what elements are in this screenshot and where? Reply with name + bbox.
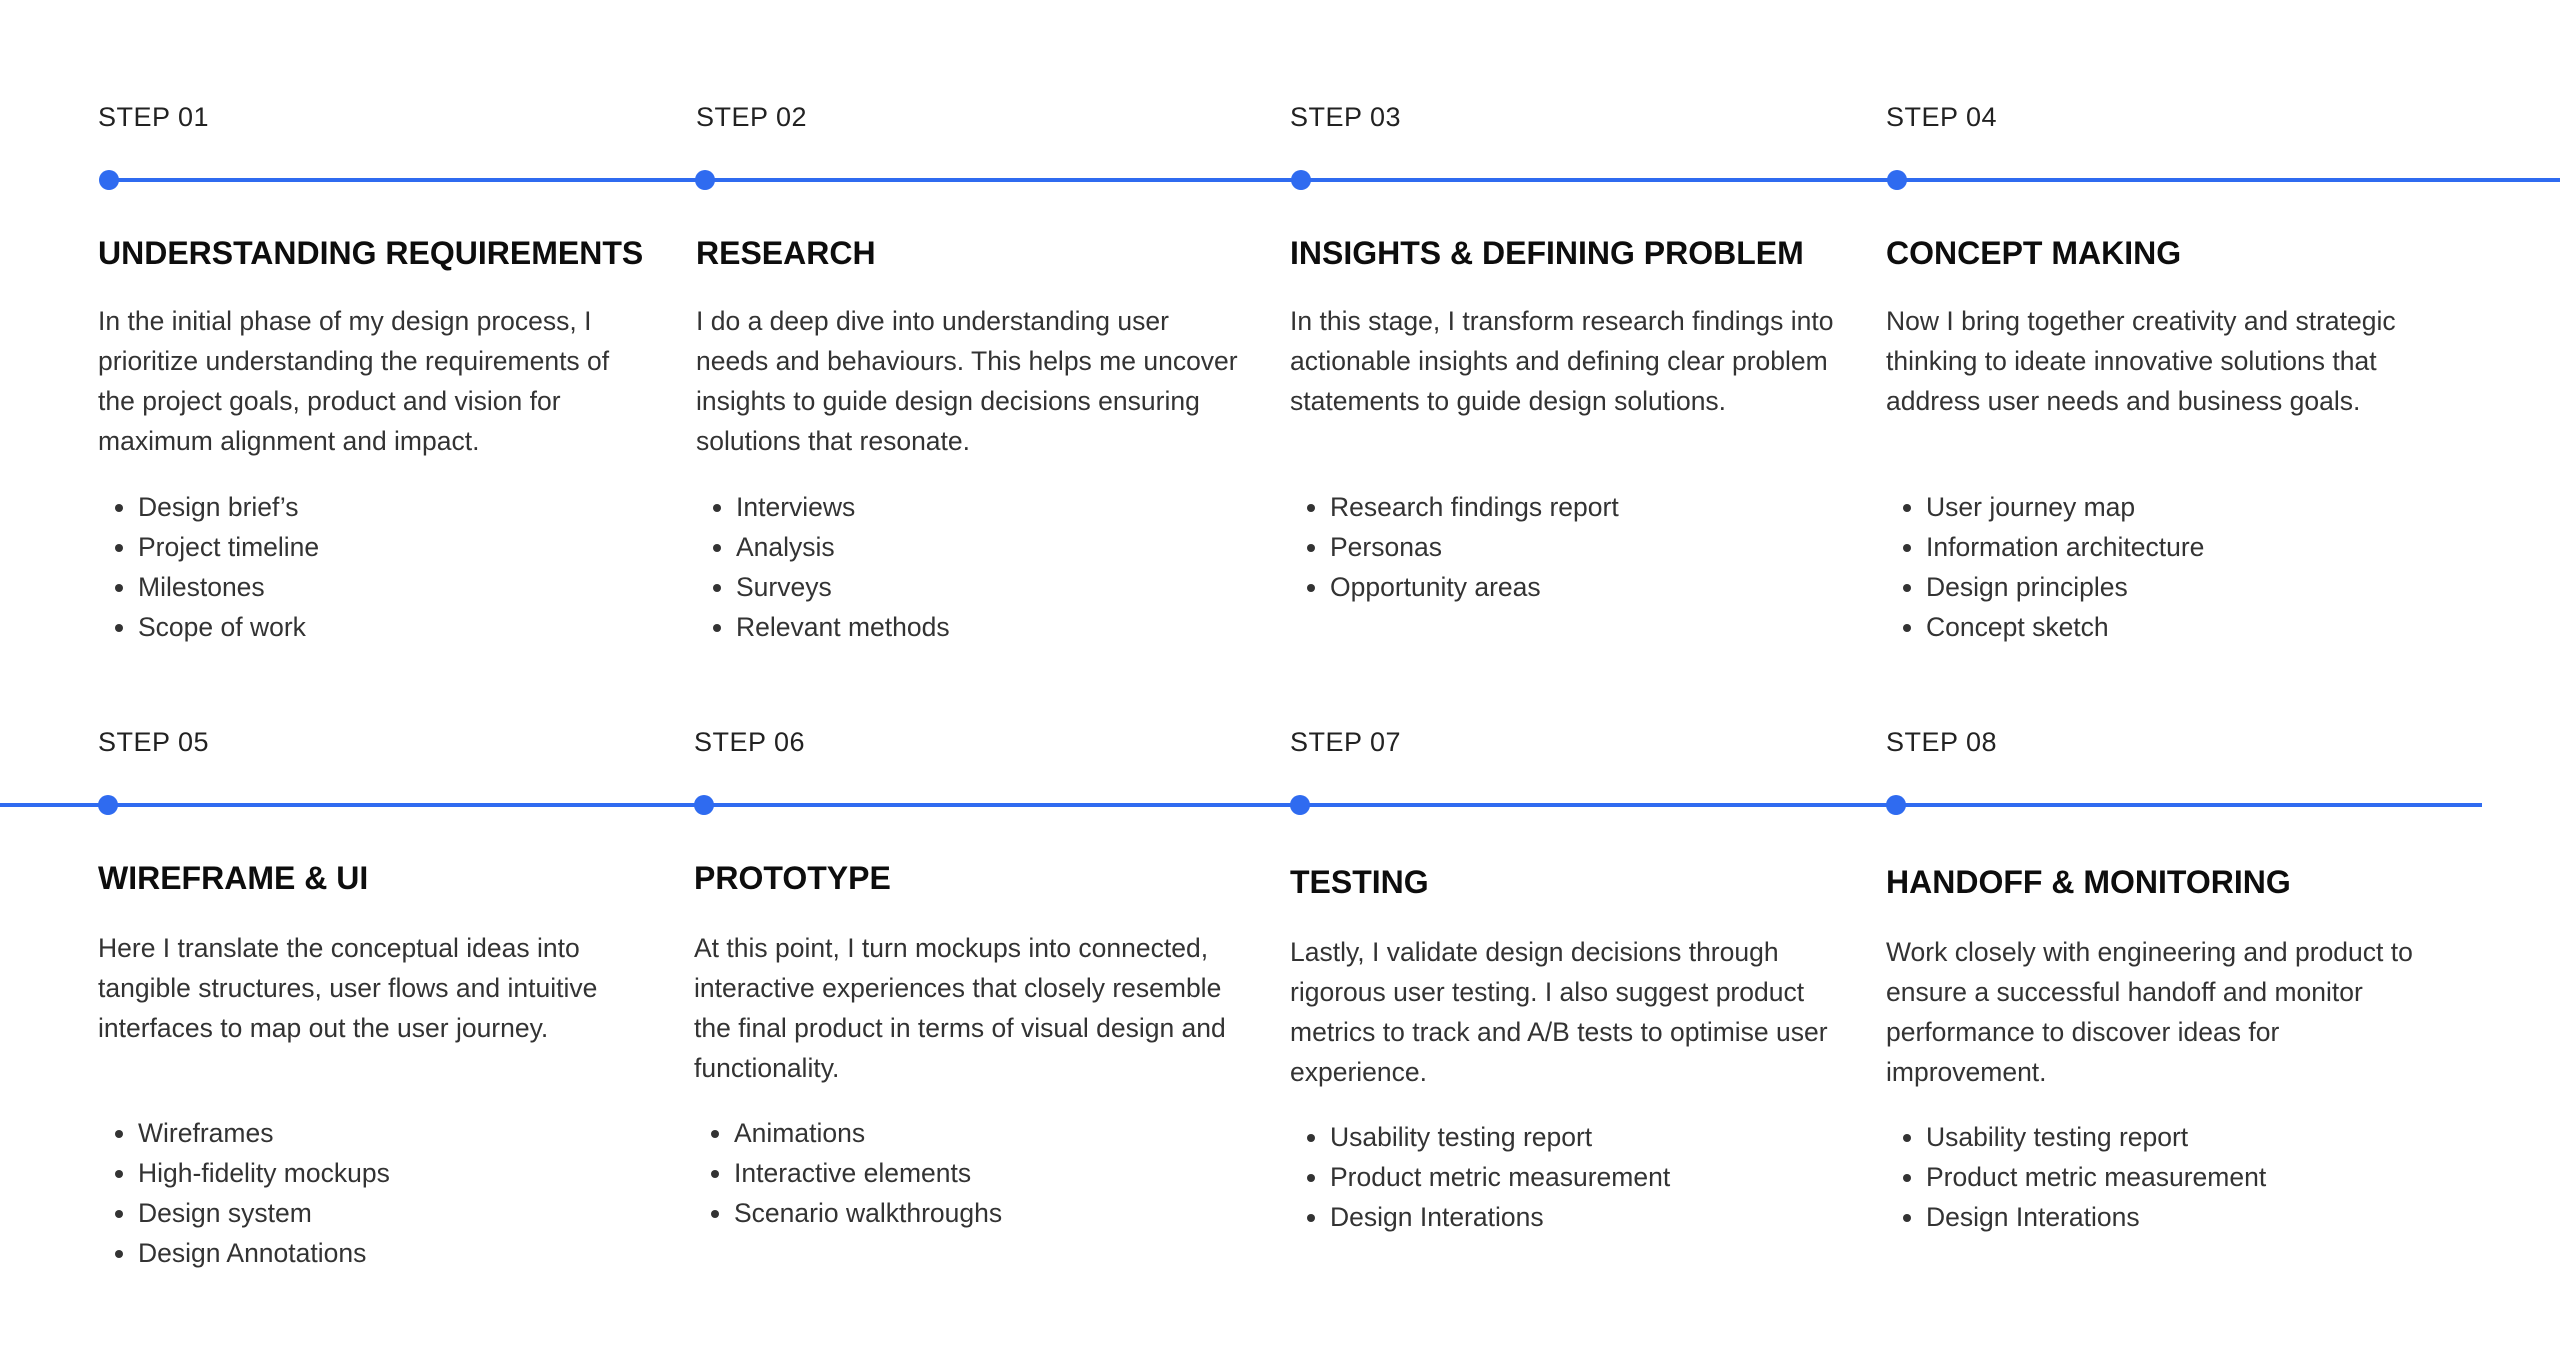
deliverable-item: Interactive elements (734, 1153, 1002, 1193)
step-description: Work closely with engineering and produc… (1886, 937, 2413, 1087)
deliverable-item: Scenario walkthroughs (734, 1193, 1002, 1233)
deliverable-item: Design Annotations (138, 1233, 390, 1273)
deliverable-item: Information architecture (1926, 527, 2204, 567)
step-title: TESTING (1290, 864, 1429, 900)
step-title: WIREFRAME & UI (98, 860, 369, 896)
step-label: STEP 02 (696, 102, 808, 132)
step-title: PROTOTYPE (694, 860, 891, 896)
deliverable-item: Research findings report (1330, 487, 1619, 527)
deliverable-item: Personas (1330, 527, 1619, 567)
timeline-dot (99, 170, 119, 190)
deliverable-item: Design Interations (1330, 1197, 1670, 1237)
deliverable-item: Scope of work (138, 607, 319, 647)
timeline-dot (98, 795, 118, 815)
step-label: STEP 07 (1290, 727, 1402, 757)
deliverable-item: Concept sketch (1926, 607, 2204, 647)
deliverable-item: Project timeline (138, 527, 319, 567)
deliverables-list: InterviewsAnalysisSurveysRelevant method… (696, 487, 950, 647)
deliverable-item: Animations (734, 1113, 1002, 1153)
deliverable-item: Design system (138, 1193, 390, 1233)
deliverable-item: Surveys (736, 567, 950, 607)
step-title: UNDERSTANDING REQUIREMENTS (98, 235, 644, 271)
step-title: INSIGHTS & DEFINING PROBLEM (1290, 235, 1804, 271)
deliverable-item: Wireframes (138, 1113, 390, 1153)
deliverable-item: Product metric measurement (1926, 1157, 2266, 1197)
step-description: At this point, I turn mockups into conne… (694, 933, 1226, 1083)
timeline-dot (1886, 795, 1906, 815)
step-description: Now I bring together creativity and stra… (1886, 306, 2396, 416)
step-label: STEP 04 (1886, 102, 1998, 132)
deliverable-item: Design principles (1926, 567, 2204, 607)
timeline-dot (695, 170, 715, 190)
deliverable-item: Product metric measurement (1330, 1157, 1670, 1197)
timeline-dot (1887, 170, 1907, 190)
step-label: STEP 06 (694, 727, 806, 757)
deliverable-item: Usability testing report (1330, 1117, 1670, 1157)
step-title: RESEARCH (696, 235, 876, 271)
step-description: I do a deep dive into understanding user… (696, 306, 1238, 456)
deliverable-item: High-fidelity mockups (138, 1153, 390, 1193)
deliverable-item: Relevant methods (736, 607, 950, 647)
deliverables-list: Research findings reportPersonasOpportun… (1290, 487, 1619, 607)
deliverables-list: Usability testing reportProduct metric m… (1886, 1117, 2266, 1237)
deliverables-list: AnimationsInteractive elementsScenario w… (694, 1113, 1002, 1233)
deliverables-list: User journey mapInformation architecture… (1886, 487, 2204, 647)
step-label: STEP 03 (1290, 102, 1402, 132)
timeline-line-row-2 (0, 803, 2482, 807)
timeline-line-row-1 (109, 178, 2560, 182)
timeline-dot (694, 795, 714, 815)
step-label: STEP 05 (98, 727, 210, 757)
step-description: Lastly, I validate design decisions thro… (1290, 937, 1828, 1087)
deliverable-item: Analysis (736, 527, 950, 567)
step-title: CONCEPT MAKING (1886, 235, 2182, 271)
step-title: HANDOFF & MONITORING (1886, 864, 2291, 900)
deliverables-list: Usability testing reportProduct metric m… (1290, 1117, 1670, 1237)
step-description: Here I translate the conceptual ideas in… (98, 933, 598, 1043)
deliverable-item: Opportunity areas (1330, 567, 1619, 607)
deliverable-item: User journey map (1926, 487, 2204, 527)
step-description: In the initial phase of my design proces… (98, 306, 610, 456)
timeline-dot (1290, 795, 1310, 815)
deliverables-list: Design brief’sProject timelineMilestones… (98, 487, 319, 647)
deliverables-list: WireframesHigh-fidelity mockupsDesign sy… (98, 1113, 390, 1273)
deliverable-item: Design brief’s (138, 487, 319, 527)
deliverable-item: Design Interations (1926, 1197, 2266, 1237)
timeline-dot (1291, 170, 1311, 190)
step-description: In this stage, I transform research find… (1290, 306, 1834, 416)
step-label: STEP 01 (98, 102, 210, 132)
step-label: STEP 08 (1886, 727, 1998, 757)
deliverable-item: Milestones (138, 567, 319, 607)
deliverable-item: Usability testing report (1926, 1117, 2266, 1157)
deliverable-item: Interviews (736, 487, 950, 527)
